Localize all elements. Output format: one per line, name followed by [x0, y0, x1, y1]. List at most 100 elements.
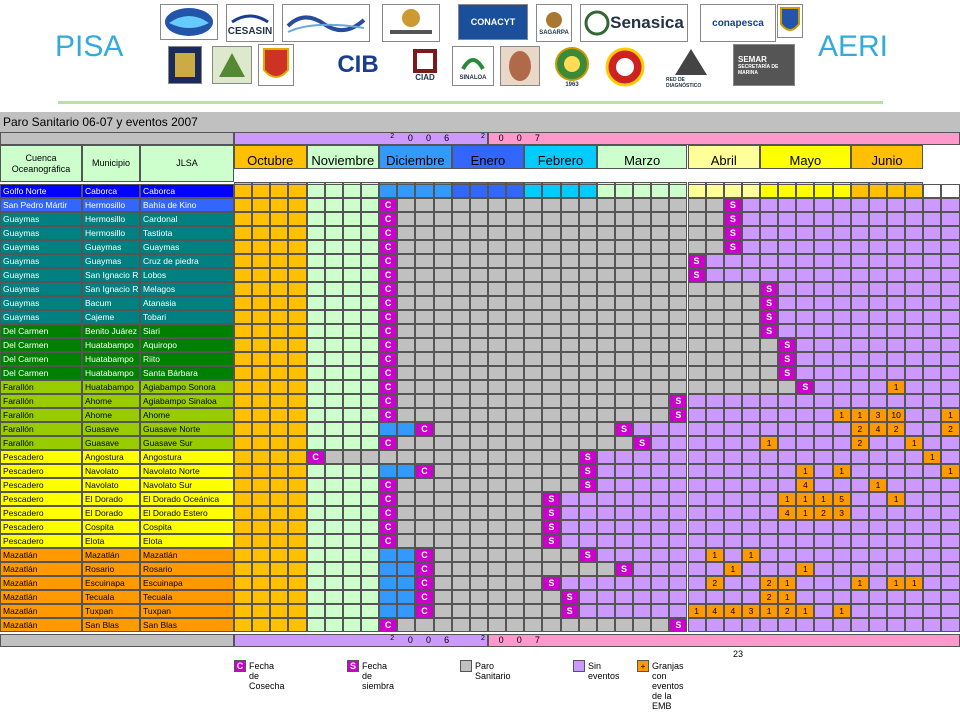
grid-cell: [868, 324, 888, 338]
event-count: 2: [814, 506, 833, 520]
grid-cell: [723, 478, 742, 492]
grid-cell: [651, 506, 670, 520]
grid-cell: [796, 324, 815, 338]
grid-cell: [814, 198, 833, 212]
grid-cell: [234, 618, 253, 632]
grid-cell: [705, 436, 724, 450]
grid-cell: [487, 212, 507, 226]
grid-cell: [487, 618, 507, 632]
grid-cell: [451, 576, 470, 590]
grid-cell: [741, 464, 761, 478]
grid-cell: [723, 338, 742, 352]
grid-cell: [360, 198, 380, 212]
row-jlsa: Ahome: [140, 408, 234, 422]
row-cuenca: Farallón: [0, 436, 82, 450]
grid-cell: [923, 268, 942, 282]
grid-cell: [614, 492, 634, 506]
grid-cell: [379, 604, 398, 618]
grid-cell: [306, 408, 325, 422]
grid-cell: [850, 534, 869, 548]
row-jlsa: Navolato Sur: [140, 478, 234, 492]
sowing-marker: S: [578, 464, 597, 478]
grid-cell: [687, 338, 706, 352]
grid-cell: [905, 240, 924, 254]
grid-cell: [905, 380, 924, 394]
row-jlsa: Tastiota: [140, 226, 234, 240]
harvest-marker: C: [415, 604, 434, 618]
grid-cell: [614, 408, 634, 422]
logo-banner: PISA AERI CESASIN CONACYT SAGARPA Senasi…: [0, 0, 960, 100]
grid-cell: [741, 590, 761, 604]
row-cuenca: Guaymas: [0, 212, 82, 226]
grid-cell: [288, 394, 307, 408]
harvest-marker: C: [415, 576, 434, 590]
grid-cell: [506, 184, 525, 198]
grid-cell: [288, 212, 307, 226]
grid-cell: [306, 562, 325, 576]
grid-cell: [306, 590, 325, 604]
row-cuenca: San Pedro Mártir: [0, 198, 82, 212]
grid-cell: [288, 198, 307, 212]
sagarpa-text: SAGARPA: [539, 30, 569, 36]
event-count: 1: [868, 478, 888, 492]
row-jlsa: Cardonal: [140, 212, 234, 226]
grid-cell: [596, 576, 615, 590]
event-count: 2: [778, 604, 797, 618]
sowing-marker: S: [614, 422, 634, 436]
sowing-marker: S: [633, 436, 652, 450]
grid-cell: [397, 338, 416, 352]
row-jlsa: Siari: [140, 324, 234, 338]
grid-cell: [941, 240, 960, 254]
grid-cell: [778, 324, 797, 338]
grid-cell: [941, 492, 960, 506]
grid-cell: [887, 534, 906, 548]
row-municipio: El Dorado: [82, 492, 140, 506]
grid-cell: [832, 576, 851, 590]
grid-cell: [542, 618, 561, 632]
grid-cell: [270, 366, 289, 380]
grid-cell: [687, 478, 706, 492]
grid-cell: [578, 436, 597, 450]
grid-cell: [469, 212, 488, 226]
grid-cell: [905, 492, 924, 506]
grid-cell: [614, 436, 634, 450]
grid-cell: [614, 464, 634, 478]
grid-cell: [234, 282, 253, 296]
row-jlsa: Riito: [140, 352, 234, 366]
grid-cell: [252, 422, 271, 436]
grid-cell: [651, 492, 670, 506]
grid-cell: [778, 198, 797, 212]
grid-cell: [868, 464, 888, 478]
row-cuenca: Pescadero: [0, 492, 82, 506]
grid-cell: [306, 548, 325, 562]
harvest-marker: C: [379, 366, 398, 380]
grid-cell: [451, 492, 470, 506]
grid-cell: [469, 506, 488, 520]
row-jlsa: Escuinapa: [140, 576, 234, 590]
grid-cell: [796, 212, 815, 226]
grid-cell: [687, 492, 706, 506]
grid-cell: [469, 240, 488, 254]
grid-cell: [923, 240, 942, 254]
grid-cell: [342, 198, 361, 212]
grid-cell: [542, 338, 561, 352]
grid-cell: [705, 534, 724, 548]
grid-cell: [451, 184, 470, 198]
event-count: 3: [868, 408, 888, 422]
grid-cell: [542, 282, 561, 296]
grid-cell: [905, 478, 924, 492]
grid-cell: [234, 520, 253, 534]
grid-cell: [578, 618, 597, 632]
grid-cell: [360, 604, 380, 618]
grid-cell: [905, 562, 924, 576]
grid-cell: [741, 534, 761, 548]
grid-cell: [469, 562, 488, 576]
grid-cell: [832, 240, 851, 254]
row-municipio: El Dorado: [82, 506, 140, 520]
bottom-strip-digit: 2: [390, 635, 395, 642]
grid-cell: [487, 464, 507, 478]
grid-cell: [560, 422, 579, 436]
grid-cell: [433, 548, 452, 562]
grid-cell: [270, 296, 289, 310]
grid-cell: [705, 492, 724, 506]
